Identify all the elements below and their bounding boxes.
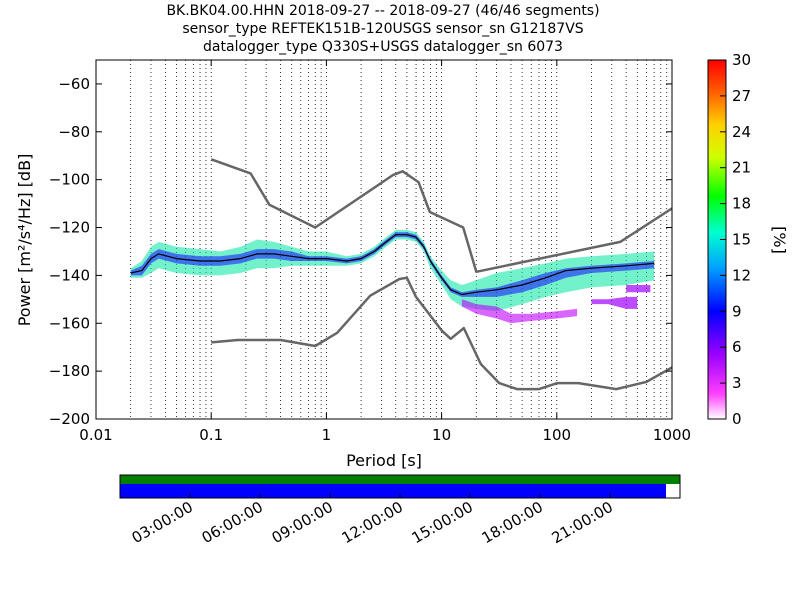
density-band xyxy=(591,296,638,309)
density-bands xyxy=(130,229,655,324)
timeline-tick-label: 15:00:00 xyxy=(409,498,476,547)
x-axis: 0.01 0.1 1 10 100 1000 xyxy=(79,60,691,444)
density-band xyxy=(626,285,651,293)
y-axis: −200 −180 −160 −140 −120 −100 −80 −60 xyxy=(49,75,672,428)
y-tick-label: −100 xyxy=(49,171,90,189)
colorbar-ticks: 0 3 6 9 12 15 18 21 24 27 30 xyxy=(720,51,751,428)
chart-title: BK.BK04.00.HHN 2018-09-27 -- 2018-09-27 … xyxy=(0,2,766,56)
y-tick-label: −120 xyxy=(49,219,90,237)
density-band xyxy=(130,232,655,297)
y-tick-label: −80 xyxy=(58,123,90,141)
x-tick-label: 100 xyxy=(542,426,571,444)
colorbar-tick-label: 9 xyxy=(732,302,742,320)
timeline-tick-label: 18:00:00 xyxy=(479,498,546,547)
colorbar-tick-label: 3 xyxy=(732,374,742,392)
x-tick-label: 10 xyxy=(432,426,451,444)
colorbar-tick-label: 21 xyxy=(732,159,751,177)
y-tick-label: −180 xyxy=(49,362,90,380)
y-axis-title: Power [m²/s⁴/Hz] [dB] xyxy=(15,154,34,327)
timeline-ticks: 03:00:00 06:00:00 09:00:00 12:00:00 15:00:00… xyxy=(129,494,616,547)
title-line-1: BK.BK04.00.HHN 2018-09-27 -- 2018-09-27 … xyxy=(166,3,600,19)
y-tick-label: −60 xyxy=(58,75,90,93)
x-tick-label: 1 xyxy=(322,426,332,444)
y-tick-label: −200 xyxy=(49,410,90,428)
colorbar-tick-label: 12 xyxy=(732,266,751,284)
timeline-coverage-top xyxy=(120,475,680,484)
new-high-noise-model xyxy=(210,158,672,274)
x-tick-label: 0.1 xyxy=(199,426,223,444)
colorbar-label: [%] xyxy=(770,226,789,254)
title-line-2: sensor_type REFTEK151B-120USGS sensor_sn… xyxy=(182,21,584,37)
density-band xyxy=(461,299,578,324)
x-axis-title: Period [s] xyxy=(346,451,422,470)
colorbar-tick-label: 15 xyxy=(732,231,751,249)
colorbar-tick-label: 24 xyxy=(732,123,751,141)
new-low-noise-model xyxy=(211,276,672,391)
colorbar-tick-label: 0 xyxy=(732,410,742,428)
x-tick-label: 1000 xyxy=(653,426,691,444)
timeline-coverage-bottom xyxy=(120,484,666,498)
colorbar-tick-label: 30 xyxy=(732,51,751,69)
title-line-3: datalogger_type Q330S+USGS datalogger_sn… xyxy=(203,39,563,55)
plot-frame xyxy=(95,59,673,420)
timeline-tick-label: 03:00:00 xyxy=(129,498,196,547)
timeline: 03:00:00 06:00:00 09:00:00 12:00:00 15:00:00… xyxy=(119,474,681,547)
x-tick-label: 0.01 xyxy=(79,426,112,444)
colorbar-tick-label: 6 xyxy=(732,338,742,356)
timeline-tick-label: 12:00:00 xyxy=(339,498,406,547)
colorbar: 0 3 6 9 12 15 18 21 24 27 30 [%] xyxy=(707,51,789,428)
timeline-tick-label: 21:00:00 xyxy=(549,498,616,547)
colorbar-tick-label: 27 xyxy=(732,87,751,105)
noise-models xyxy=(130,158,672,391)
mode-line xyxy=(130,234,655,296)
y-tick-label: −160 xyxy=(49,314,90,332)
colorbar-tick-label: 18 xyxy=(732,195,751,213)
timeline-tick-label: 09:00:00 xyxy=(269,498,336,547)
y-tick-label: −140 xyxy=(49,266,90,284)
timeline-tick-label: 06:00:00 xyxy=(199,498,266,547)
